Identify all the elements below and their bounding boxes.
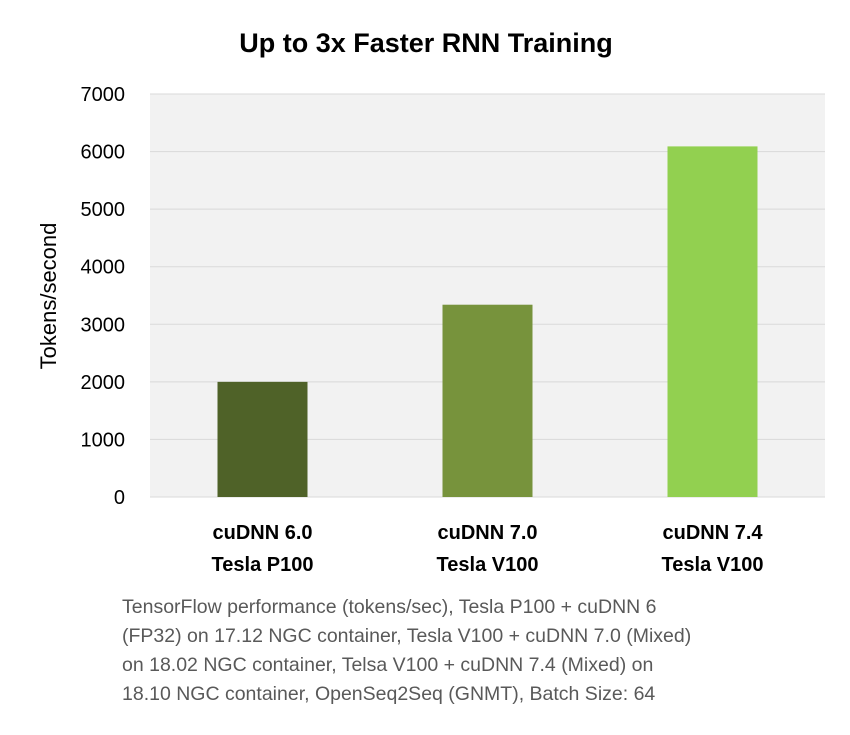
bar	[217, 381, 308, 497]
y-tick-label: 2000	[81, 372, 126, 394]
x-category-label: Tesla V100	[662, 554, 764, 576]
y-tick-label: 4000	[81, 257, 126, 279]
y-tick-label: 5000	[81, 199, 126, 221]
x-category-label: cuDNN 7.4	[662, 522, 763, 544]
footnote: TensorFlow performance (tokens/sec), Tes…	[122, 593, 822, 709]
x-category-label: Tesla P100	[212, 554, 314, 576]
footnote-line: (FP32) on 17.12 NGC container, Tesla V10…	[122, 625, 692, 647]
y-tick-label: 7000	[81, 84, 126, 106]
bar-chart: Up to 3x Faster RNN Training 0 1000 2000 30…	[36, 28, 825, 576]
y-tick-label: 6000	[81, 142, 126, 164]
chart-title: Up to 3x Faster RNN Training	[239, 28, 613, 58]
bar	[442, 304, 533, 497]
footnote-line: TensorFlow performance (tokens/sec), Tes…	[122, 596, 657, 618]
y-axis-label: Tokens/second	[36, 223, 61, 370]
x-category-label: cuDNN 6.0	[212, 522, 312, 544]
x-category-label: Tesla V100	[437, 554, 539, 576]
y-tick-label: 1000	[81, 429, 126, 451]
footnote-line: 18.10 NGC container, OpenSeq2Seq (GNMT),…	[122, 683, 656, 705]
bar	[667, 146, 758, 497]
y-tick-label: 0	[114, 487, 125, 509]
y-axis-ticks: 0 1000 2000 3000 4000 5000 6000 7000	[81, 84, 126, 509]
footnote-line: on 18.02 NGC container, Telsa V100 + cuD…	[122, 654, 654, 676]
bars	[217, 146, 758, 497]
x-category-label: cuDNN 7.0	[437, 522, 537, 544]
x-axis-categories: cuDNN 6.0 Tesla P100 cuDNN 7.0 Tesla V100 cu…	[212, 522, 764, 576]
y-tick-label: 3000	[81, 314, 126, 336]
